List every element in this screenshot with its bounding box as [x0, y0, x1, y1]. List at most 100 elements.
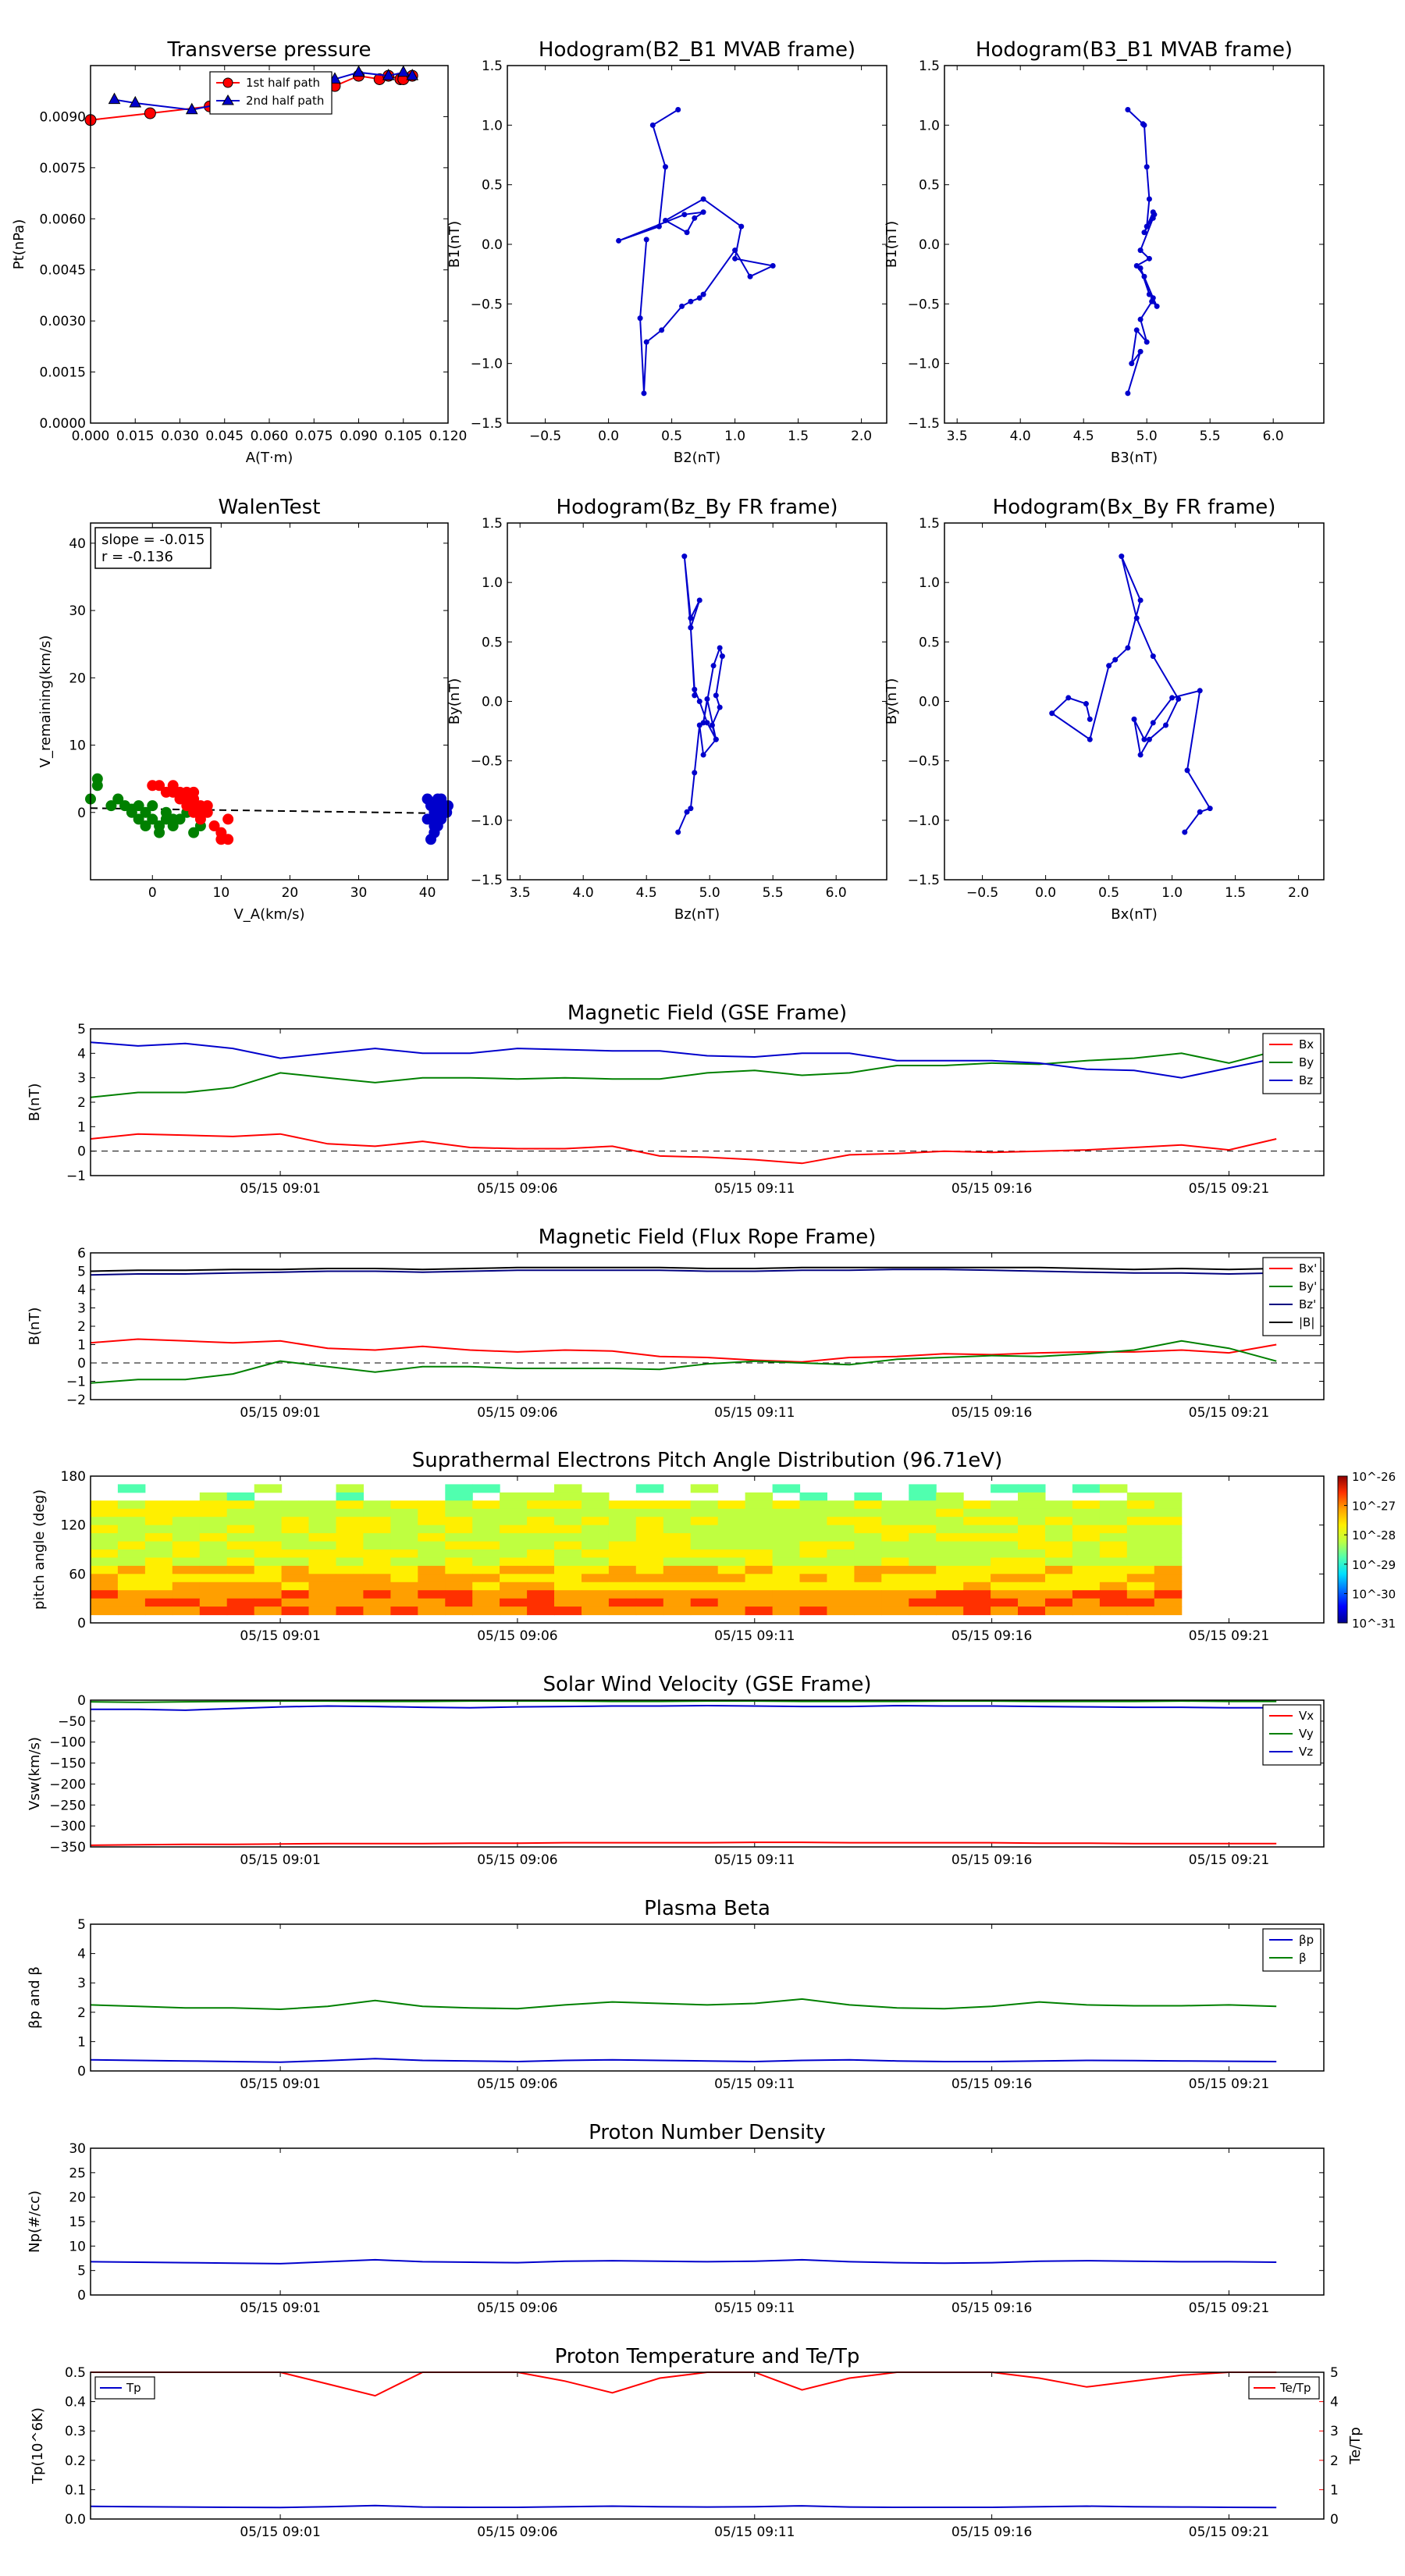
heatmap-cell — [635, 1550, 664, 1558]
heatmap-cell — [500, 1492, 528, 1501]
plasma-beta-plot: Plasma Beta 05/15 09:01 05/15 09:06 05/15 0… — [27, 1897, 1325, 2092]
heatmap-cell — [799, 1500, 827, 1510]
heatmap-cell — [390, 1582, 418, 1591]
data-point — [188, 827, 200, 838]
y-axis-label: Pt(nPa) — [11, 219, 27, 269]
y-tick-label: 0.0 — [919, 237, 940, 253]
data-point — [1137, 265, 1144, 272]
colorbar — [1337, 1475, 1348, 1624]
plot-frame — [90, 65, 449, 424]
heatmap-cell — [1018, 1533, 1046, 1542]
heatmap-cell — [554, 1590, 582, 1599]
heatmap-cell — [117, 1574, 146, 1583]
x-tick-label: 0.5 — [1098, 885, 1119, 901]
data-point — [1049, 710, 1055, 717]
plot-frame — [90, 1028, 1325, 1176]
y-tick-label: 20 — [69, 671, 86, 686]
heatmap-cell — [199, 1517, 228, 1526]
plot-frame — [90, 2371, 1325, 2520]
y-tick-label: 5 — [77, 1265, 86, 1280]
heatmap-cell — [1072, 1484, 1101, 1493]
heatmap-cell — [281, 1533, 310, 1542]
heatmap-cell — [1045, 1557, 1073, 1567]
heatmap-cell — [500, 1590, 528, 1599]
heatmap-cell — [936, 1533, 964, 1542]
data-point — [675, 829, 681, 835]
data-point — [1154, 303, 1160, 309]
heatmap-cell — [991, 1541, 1019, 1550]
y-tick-label: 2 — [77, 1319, 86, 1335]
heatmap-cell — [745, 1508, 774, 1517]
heatmap-cell — [390, 1606, 418, 1616]
heatmap-cell — [144, 1582, 173, 1591]
heatmap-cell — [663, 1525, 692, 1534]
heatmap-cell — [281, 1565, 310, 1574]
legend-label: βp — [1299, 1933, 1314, 1947]
x-tick-label: 05/15 09:16 — [951, 2076, 1032, 2092]
heatmap-cell — [799, 1550, 827, 1558]
heatmap-cell — [500, 1565, 528, 1574]
heatmap-cell — [909, 1525, 937, 1534]
data-point — [154, 780, 165, 792]
heatmap-cell — [390, 1525, 418, 1534]
heatmap-cell — [336, 1590, 364, 1599]
heatmap-cell — [936, 1508, 964, 1517]
y-tick-label: 0 — [77, 1693, 86, 1709]
y-tick-label: 0.0060 — [40, 212, 86, 227]
x-tick-label: 2.0 — [851, 429, 872, 444]
chart-title: Proton Number Density — [589, 2121, 826, 2144]
heatmap-cell — [172, 1565, 201, 1574]
data-point — [681, 212, 688, 218]
heatmap-cell — [1099, 1541, 1128, 1550]
y-axis-label: B1(nT) — [446, 221, 463, 268]
heatmap-cell — [827, 1533, 855, 1542]
heatmap-cell — [635, 1484, 664, 1493]
x-tick-label: 1.0 — [724, 429, 745, 444]
heatmap-cell — [554, 1550, 582, 1558]
x-tick-label: 3.5 — [510, 885, 531, 901]
legend-label: β — [1299, 1951, 1307, 1965]
heatmap-cell — [690, 1484, 719, 1493]
heatmap-cell — [936, 1557, 964, 1567]
data-point — [1129, 361, 1135, 367]
heatmap-cell — [254, 1574, 283, 1583]
heatmap-cell — [308, 1508, 336, 1517]
heatmap-cell — [500, 1500, 528, 1510]
heatmap-cell — [1154, 1517, 1183, 1526]
x-tick-label: 0.075 — [295, 429, 333, 444]
y-tick-label: −300 — [49, 1819, 86, 1834]
heatmap-cell — [1072, 1590, 1101, 1599]
data-point — [167, 780, 179, 792]
x-tick-label: 05/15 09:06 — [477, 2300, 557, 2316]
heatmap-cell — [991, 1484, 1019, 1493]
y-tick-label: 3 — [77, 1301, 86, 1317]
heatmap-cell — [963, 1590, 991, 1599]
heatmap-cell — [1072, 1517, 1101, 1526]
data-point — [1112, 656, 1119, 663]
heatmap-cell — [936, 1606, 964, 1616]
x-axis-label: Bx(nT) — [1111, 906, 1157, 923]
heatmap-cell — [1045, 1541, 1073, 1550]
heatmap-cell — [881, 1517, 909, 1526]
heatmap-cell — [799, 1574, 827, 1583]
heatmap-cell — [690, 1582, 719, 1591]
walen-test-plot: WalenTest 0 10 20 30 40 0 10 20 30 40 V_A(km/s) V_re… — [37, 496, 454, 923]
solar-wind-velocity-plot: Solar Wind Velocity (GSE Frame) 05/15 09:… — [27, 1673, 1325, 1868]
data-point — [1144, 339, 1150, 345]
data-point — [747, 273, 753, 279]
x-tick-label: −0.5 — [529, 429, 561, 444]
heatmap-cell — [608, 1590, 637, 1599]
heatmap-cell — [500, 1582, 528, 1591]
y-tick-label: 0.0 — [65, 2512, 86, 2528]
heatmap-cell — [117, 1525, 146, 1534]
y-tick-label: 15 — [69, 2215, 86, 2230]
data-point — [656, 223, 662, 229]
proton-density-plot: Proton Number Density 05/15 09:01 05/15 09… — [27, 2121, 1325, 2316]
x-tick-label: 0.090 — [340, 429, 378, 444]
data-point — [147, 800, 158, 812]
y-tick-label: −0.5 — [908, 297, 940, 312]
heatmap-cell — [690, 1508, 719, 1517]
y-tick-label-right: 3 — [1330, 2424, 1339, 2439]
heatmap-cell — [663, 1517, 692, 1526]
heatmap-cell — [854, 1517, 882, 1526]
